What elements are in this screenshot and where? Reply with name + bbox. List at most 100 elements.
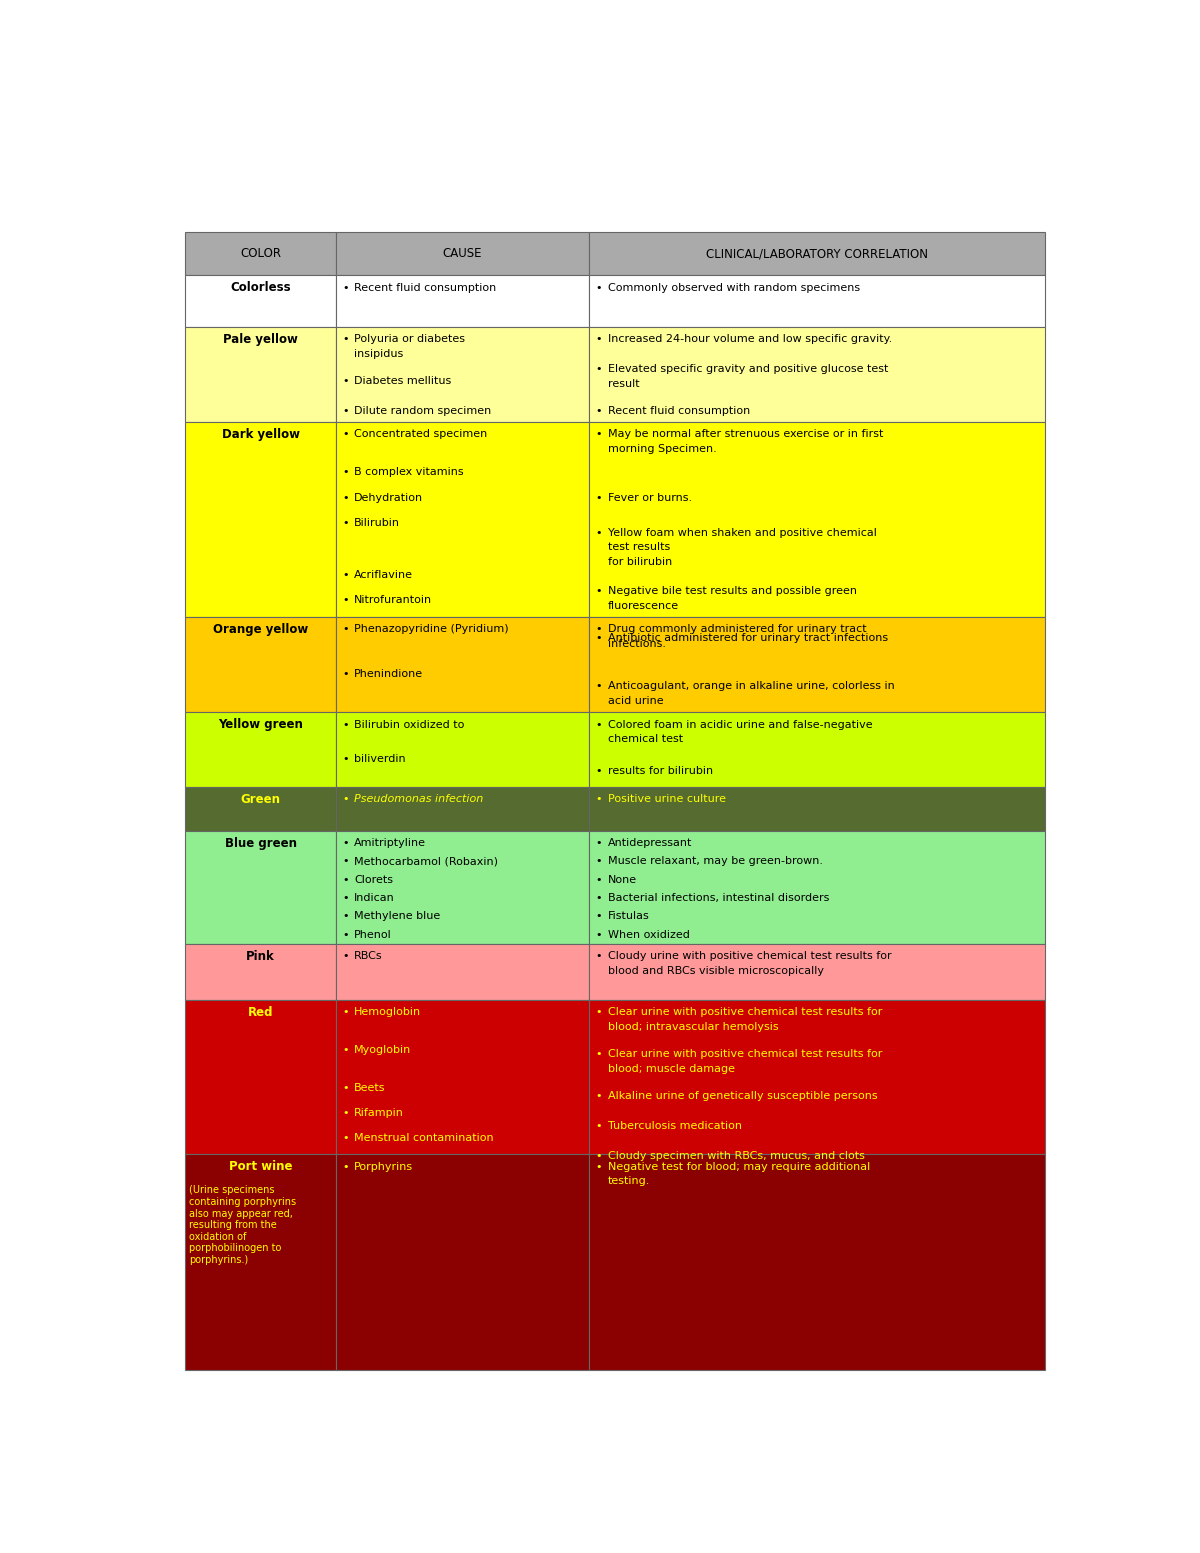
Text: morning Specimen.: morning Specimen. <box>608 444 716 453</box>
Text: When oxidized: When oxidized <box>608 930 690 940</box>
Text: Fever or burns.: Fever or burns. <box>608 492 692 503</box>
Text: Clear urine with positive chemical test results for: Clear urine with positive chemical test … <box>608 1050 882 1059</box>
Bar <box>589 1154 1045 1370</box>
Bar <box>589 617 1045 713</box>
Text: Antibiotic administered for urinary tract infections: Antibiotic administered for urinary trac… <box>608 632 888 643</box>
Bar <box>185 326 336 422</box>
Text: Amitriptyline: Amitriptyline <box>354 837 426 848</box>
Bar <box>336 326 589 422</box>
Text: Yellow foam when shaken and positive chemical: Yellow foam when shaken and positive che… <box>608 528 877 537</box>
Text: Orange yellow: Orange yellow <box>212 623 308 637</box>
Text: Green: Green <box>240 794 281 806</box>
Text: •: • <box>595 856 602 867</box>
Text: Bacterial infections, intestinal disorders: Bacterial infections, intestinal disorde… <box>608 893 829 902</box>
Bar <box>336 713 589 787</box>
Text: COLOR: COLOR <box>240 247 281 261</box>
Text: Phenindione: Phenindione <box>354 669 424 679</box>
Text: •: • <box>595 1162 602 1171</box>
Text: Recent fluid consumption: Recent fluid consumption <box>354 283 497 292</box>
Text: •: • <box>595 680 602 691</box>
Text: infections.: infections. <box>608 640 666 649</box>
Text: •: • <box>342 519 349 528</box>
Text: •: • <box>595 1050 602 1059</box>
Text: •: • <box>342 669 349 679</box>
Text: •: • <box>595 1151 602 1162</box>
Text: •: • <box>342 950 349 961</box>
Text: Dehydration: Dehydration <box>354 492 424 503</box>
Text: •: • <box>595 365 602 374</box>
Text: •: • <box>595 624 602 635</box>
Text: Beets: Beets <box>354 1082 386 1093</box>
Text: •: • <box>342 1008 349 1017</box>
Text: •: • <box>342 930 349 940</box>
Text: Red: Red <box>247 1006 274 1019</box>
Text: •: • <box>342 874 349 885</box>
Text: Porphyrins: Porphyrins <box>354 1162 414 1171</box>
Bar <box>336 831 589 944</box>
Text: Positive urine culture: Positive urine culture <box>608 794 726 804</box>
Text: Cloudy specimen with RBCs, mucus, and clots: Cloudy specimen with RBCs, mucus, and cl… <box>608 1151 865 1162</box>
Text: results for bilirubin: results for bilirubin <box>608 766 713 776</box>
Text: Commonly observed with random specimens: Commonly observed with random specimens <box>608 283 860 292</box>
Bar <box>336 231 589 275</box>
Text: •: • <box>595 492 602 503</box>
Text: RBCs: RBCs <box>354 950 383 961</box>
Text: Methylene blue: Methylene blue <box>354 912 440 921</box>
Text: testing.: testing. <box>608 1177 650 1186</box>
Text: •: • <box>342 283 349 292</box>
Text: Myoglobin: Myoglobin <box>354 1045 412 1054</box>
Text: Polyuria or diabetes: Polyuria or diabetes <box>354 334 466 345</box>
Text: Pseudomonas infection: Pseudomonas infection <box>354 794 484 804</box>
Text: Concentrated specimen: Concentrated specimen <box>354 429 487 439</box>
Text: Nitrofurantoin: Nitrofurantoin <box>354 595 432 606</box>
Text: •: • <box>342 755 349 764</box>
Text: acid urine: acid urine <box>608 696 664 705</box>
Text: Fistulas: Fistulas <box>608 912 649 921</box>
Text: •: • <box>595 1092 602 1101</box>
Text: Negative test for blood; may require additional: Negative test for blood; may require add… <box>608 1162 870 1171</box>
Text: •: • <box>342 893 349 902</box>
Text: Hemoglobin: Hemoglobin <box>354 1008 421 1017</box>
Text: •: • <box>342 376 349 387</box>
Text: fluorescence: fluorescence <box>608 601 679 610</box>
Bar <box>589 1000 1045 1154</box>
Bar <box>185 275 336 326</box>
Bar <box>336 617 589 713</box>
Text: Yellow green: Yellow green <box>218 719 302 731</box>
Text: Increased 24-hour volume and low specific gravity.: Increased 24-hour volume and low specifi… <box>608 334 892 345</box>
Text: •: • <box>595 893 602 902</box>
Text: blood; muscle damage: blood; muscle damage <box>608 1064 734 1075</box>
Text: •: • <box>595 585 602 596</box>
Bar <box>589 275 1045 326</box>
Text: •: • <box>342 624 349 635</box>
Text: Phenazopyridine (Pyridium): Phenazopyridine (Pyridium) <box>354 624 509 635</box>
Text: Muscle relaxant, may be green-brown.: Muscle relaxant, may be green-brown. <box>608 856 823 867</box>
Text: •: • <box>342 794 349 804</box>
Text: Antidepressant: Antidepressant <box>608 837 692 848</box>
Text: insipidus: insipidus <box>354 349 403 359</box>
Bar <box>336 422 589 617</box>
Bar <box>589 422 1045 617</box>
Text: biliverdin: biliverdin <box>354 755 406 764</box>
Text: •: • <box>342 912 349 921</box>
Text: Bilirubin: Bilirubin <box>354 519 401 528</box>
Text: •: • <box>595 407 602 416</box>
Text: Menstrual contamination: Menstrual contamination <box>354 1132 494 1143</box>
Text: •: • <box>342 1045 349 1054</box>
Text: for bilirubin: for bilirubin <box>608 558 672 567</box>
Text: Dilute random specimen: Dilute random specimen <box>354 407 492 416</box>
Text: •: • <box>595 766 602 776</box>
Text: Negative bile test results and possible green: Negative bile test results and possible … <box>608 585 857 596</box>
Bar <box>589 831 1045 944</box>
Text: •: • <box>342 719 349 730</box>
Bar <box>185 713 336 787</box>
Text: •: • <box>342 407 349 416</box>
Text: CLINICAL/LABORATORY CORRELATION: CLINICAL/LABORATORY CORRELATION <box>706 247 928 261</box>
Text: •: • <box>595 283 602 292</box>
Text: Clear urine with positive chemical test results for: Clear urine with positive chemical test … <box>608 1008 882 1017</box>
Text: •: • <box>342 467 349 477</box>
Text: Acriflavine: Acriflavine <box>354 570 413 579</box>
Text: Colorless: Colorless <box>230 281 290 295</box>
Text: Cloudy urine with positive chemical test results for: Cloudy urine with positive chemical test… <box>608 950 892 961</box>
Text: Alkaline urine of genetically susceptible persons: Alkaline urine of genetically susceptibl… <box>608 1092 877 1101</box>
